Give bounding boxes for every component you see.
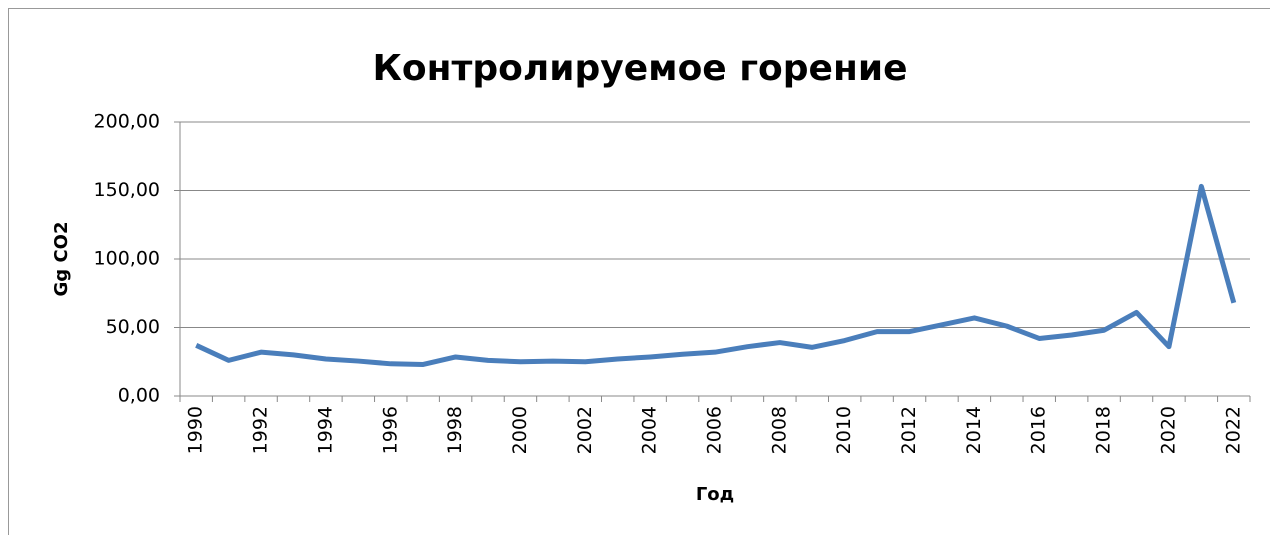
x-tick-label: 2016 xyxy=(1028,406,1050,454)
x-tick-label: 2012 xyxy=(898,406,920,454)
x-tick-label: 2006 xyxy=(704,406,726,454)
x-tick-label: 2020 xyxy=(1157,406,1179,454)
y-tick-label: 100,00 xyxy=(94,248,160,270)
x-tick-label: 2002 xyxy=(574,406,596,454)
x-axis-label: Год xyxy=(696,484,734,505)
chart-title: Контролируемое горение xyxy=(373,48,908,89)
chart-frame xyxy=(8,8,1270,535)
y-axis-label: Gg CO2 xyxy=(51,222,72,297)
x-tick-label: 1992 xyxy=(250,406,272,454)
y-tick-label: 0,00 xyxy=(118,385,160,407)
data-line xyxy=(195,183,1237,367)
x-tick-label: 2018 xyxy=(1093,406,1115,454)
y-tick-label: 50,00 xyxy=(106,316,160,338)
x-tick-label: 1994 xyxy=(314,406,336,454)
x-tick-label: 2004 xyxy=(639,406,661,454)
x-tick-label: 2010 xyxy=(833,406,855,454)
x-tick-label: 2022 xyxy=(1222,406,1244,454)
y-tick-label: 150,00 xyxy=(94,179,160,201)
y-tick-label: 200,00 xyxy=(94,111,160,133)
x-tick-label: 2008 xyxy=(768,406,790,454)
x-tick-label: 1996 xyxy=(379,406,401,454)
x-tick-label: 1990 xyxy=(185,406,207,454)
x-tick-label: 2000 xyxy=(509,406,531,454)
x-tick-label: 1998 xyxy=(444,406,466,454)
x-tick-label: 2014 xyxy=(963,406,985,454)
